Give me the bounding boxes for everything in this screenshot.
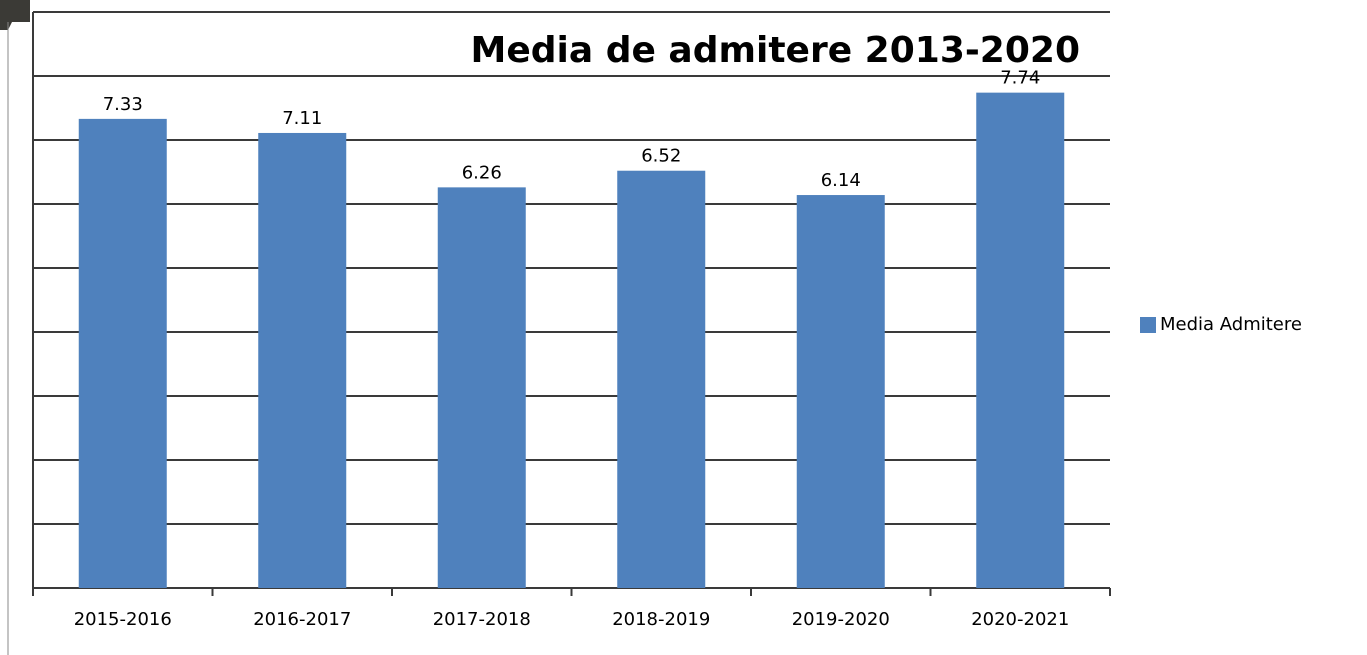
chart-title: Media de admitere 2013-2020 [471, 30, 1080, 71]
data-label: 6.26 [462, 162, 502, 183]
x-tick-label: 2016-2017 [253, 609, 351, 630]
bar [258, 132, 347, 588]
x-tick-label: 2020-2021 [971, 609, 1069, 630]
data-label: 7.74 [1000, 68, 1040, 89]
data-label: 6.52 [641, 146, 681, 167]
bar [976, 92, 1065, 588]
data-label: 7.33 [103, 94, 143, 115]
bar [437, 187, 526, 589]
bar [617, 170, 706, 588]
x-tick-label: 2019-2020 [792, 609, 890, 630]
bar [796, 195, 885, 589]
x-tick-label: 2018-2019 [612, 609, 710, 630]
data-label: 7.11 [282, 108, 322, 129]
data-label: 6.14 [821, 170, 861, 191]
x-tick-label: 2015-2016 [74, 609, 172, 630]
bar [78, 118, 167, 588]
x-tick-label: 2017-2018 [433, 609, 531, 630]
legend-label: Media Admitere [1160, 314, 1302, 335]
legend-swatch [1140, 317, 1156, 333]
